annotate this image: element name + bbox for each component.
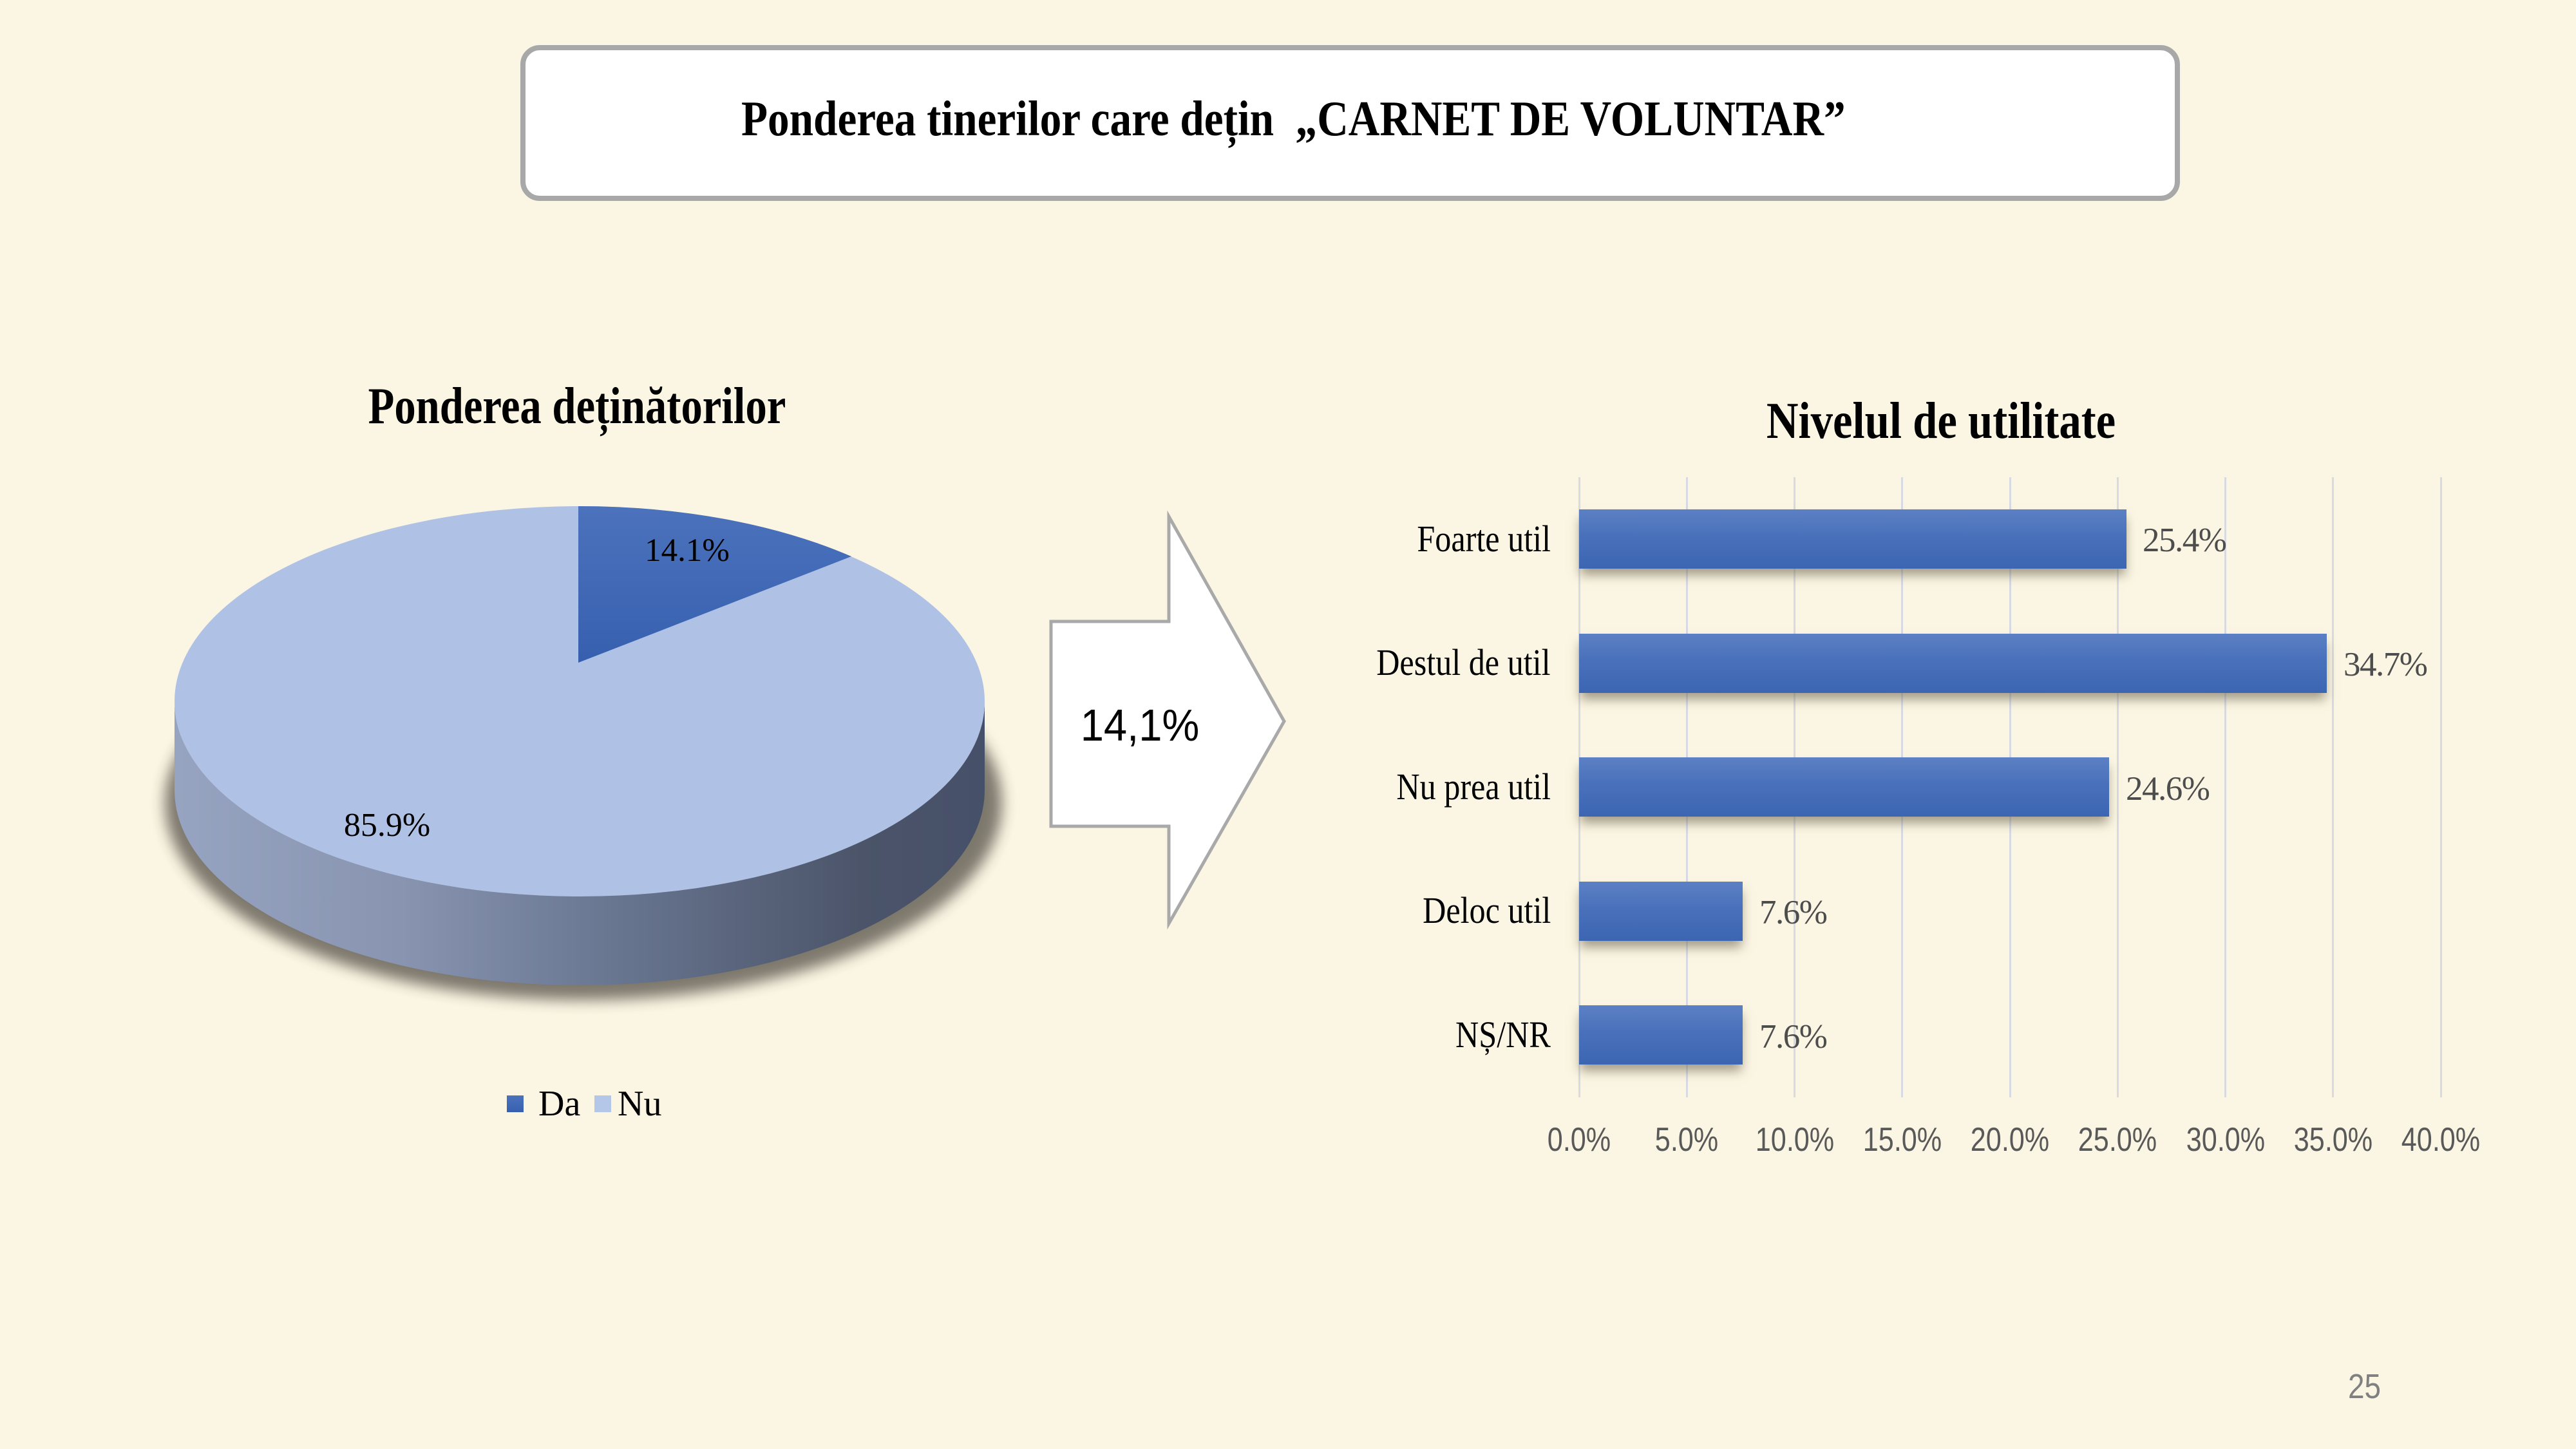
svg-text:Da: Da <box>538 1084 580 1124</box>
svg-text:85.9%: 85.9% <box>344 807 430 844</box>
svg-text:14.1%: 14.1% <box>645 533 730 569</box>
svg-text:Nu: Nu <box>618 1084 661 1124</box>
